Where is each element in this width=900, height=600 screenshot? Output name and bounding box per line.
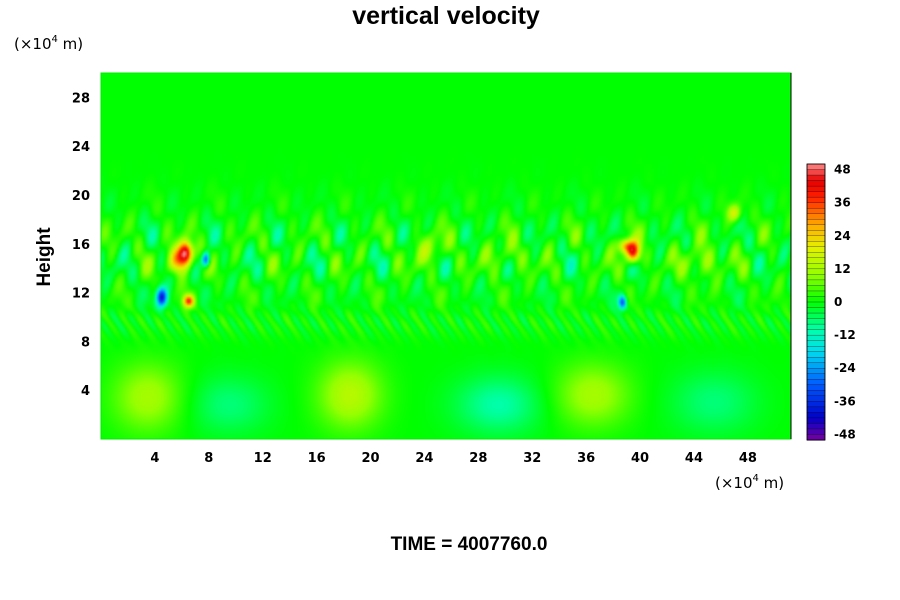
x-unit-label: (×104 m) [715, 473, 784, 492]
colorbar-segment [806, 395, 826, 402]
y-unit-prefix: (×10 [14, 35, 52, 53]
colorbar-tick-label: 48 [834, 163, 851, 177]
colorbar-segment [806, 279, 826, 286]
colorbar-segment [806, 180, 826, 187]
colorbar-segment [806, 368, 826, 375]
colorbar-segment [806, 362, 826, 369]
colorbar-segment [806, 379, 826, 386]
y-tick-label: 12 [72, 287, 90, 302]
colorbar-segment [806, 434, 826, 441]
x-unit-exp: 4 [753, 473, 759, 484]
colorbar-segment [806, 384, 826, 391]
colorbar-segment [806, 285, 826, 292]
colorbar-segment [806, 351, 826, 358]
colorbar-tick-label: 24 [834, 229, 851, 243]
colorbar-segment [806, 390, 826, 397]
colorbar-tick-label: -48 [834, 427, 856, 441]
x-tick-label: 44 [685, 451, 703, 466]
x-tick-label: 4 [150, 451, 159, 466]
colorbar-segment [806, 202, 826, 209]
colorbar-segment [806, 163, 826, 171]
x-unit-suffix: m) [759, 474, 784, 492]
y-unit-exp: 4 [52, 34, 58, 45]
colorbar-segment [806, 274, 826, 281]
colorbar-segment [806, 340, 826, 347]
colorbar-segment [806, 296, 826, 303]
x-tick-label: 32 [523, 451, 541, 466]
colorbar-segment [806, 312, 826, 320]
y-tick-label: 24 [72, 140, 90, 155]
colorbar-segment [806, 412, 826, 419]
y-tick-label: 8 [81, 335, 90, 350]
colorbar-segment [806, 246, 826, 253]
colorbar-tick-label: 12 [834, 262, 851, 276]
colorbar-segment [806, 213, 826, 220]
colorbar-segment [806, 196, 826, 204]
colorbar-tick-label: -36 [834, 394, 856, 408]
colorbar-segment [806, 174, 826, 182]
y-axis-ticks: 4 8 12 16 20 24 28 [72, 91, 90, 399]
plot-area [100, 72, 792, 440]
x-tick-label: 36 [577, 451, 595, 466]
y-tick-label: 16 [72, 238, 90, 253]
x-tick-label: 28 [469, 451, 487, 466]
colorbar-tick-label: 0 [834, 295, 842, 309]
colorbar [806, 163, 826, 441]
x-unit-prefix: (×10 [715, 474, 753, 492]
y-unit-suffix: m) [58, 35, 83, 53]
colorbar-segment [806, 323, 826, 331]
colorbar-segment [806, 268, 826, 275]
colorbar-tick-label: 36 [834, 196, 851, 210]
chart-title: vertical velocity [352, 2, 540, 30]
x-tick-label: 12 [254, 451, 272, 466]
colorbar-tick-label: -24 [834, 361, 856, 375]
colorbar-segment [806, 219, 826, 226]
colorbar-segment [806, 290, 826, 298]
colorbar-segment [806, 230, 826, 237]
colorbar-segment [806, 357, 826, 364]
colorbar-segment [806, 235, 826, 242]
x-tick-label: 16 [308, 451, 326, 466]
x-tick-label: 48 [739, 451, 757, 466]
colorbar-segment [806, 208, 826, 215]
colorbar-segment [806, 401, 826, 408]
colorbar-segment [806, 417, 826, 424]
y-tick-label: 20 [72, 189, 90, 204]
y-axis-label: Height [34, 227, 55, 287]
colorbar-segment [806, 252, 826, 259]
x-axis-ticks: 4 8 12 16 20 24 28 32 36 40 44 48 [150, 451, 757, 466]
x-tick-label: 24 [415, 451, 433, 466]
x-tick-label: 20 [361, 451, 379, 466]
colorbar-segment [806, 334, 826, 342]
colorbar-segment [806, 224, 826, 231]
x-tick-label: 40 [631, 451, 649, 466]
x-tick-label: 8 [204, 451, 213, 466]
colorbar-segment [806, 329, 826, 336]
colorbar-segment [806, 185, 826, 193]
colorbar-segment [806, 428, 826, 436]
colorbar-segment [806, 191, 826, 198]
colorbar-segment [806, 301, 826, 309]
colorbar-segment [806, 406, 826, 413]
colorbar-segment [806, 307, 826, 314]
colorbar-segment [806, 257, 826, 264]
colorbar-segment [806, 318, 826, 325]
y-tick-label: 28 [72, 91, 90, 106]
y-unit-label: (×104 m) [14, 34, 83, 53]
colorbar-segment [806, 263, 826, 270]
colorbar-segment [806, 373, 826, 380]
colorbar-segment [806, 423, 826, 430]
colorbar-segment [806, 241, 826, 248]
colorbar-segment [806, 346, 826, 353]
colorbar-ticks: 48 36 24 12 0 -12 -24 -36 -48 [834, 163, 856, 442]
heatmap-field [101, 73, 791, 439]
y-tick-label: 4 [81, 384, 90, 399]
time-label: TIME = 4007760.0 [391, 534, 548, 555]
colorbar-tick-label: -12 [834, 328, 856, 342]
colorbar-frame [806, 163, 826, 441]
colorbar-segment [806, 169, 826, 176]
